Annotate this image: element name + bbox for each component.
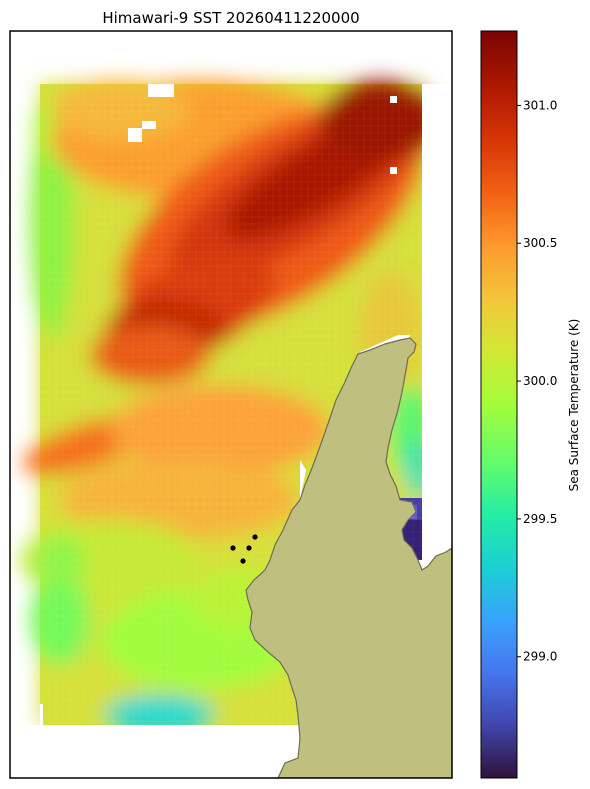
colorbar: 299.0 299.5 300.0 300.5 301.0 Sea Surface Te… (480, 30, 581, 779)
colorbar-tick-label: 300.0 (523, 374, 557, 388)
colorbar-tick-label: 300.5 (523, 236, 557, 250)
observation-point (240, 558, 246, 564)
colorbar-ticks: 299.0 299.5 300.0 300.5 301.0 (517, 98, 557, 664)
colorbar-gradient (481, 31, 517, 778)
map-frame (9, 30, 453, 779)
chart-title: Himawari-9 SST 20260411220000 (102, 9, 359, 27)
observation-point (246, 545, 252, 551)
observation-point (252, 534, 258, 540)
colorbar-tick-label: 301.0 (523, 98, 557, 112)
observation-points (230, 534, 258, 564)
colorbar-frame (480, 30, 518, 779)
colorbar-label: Sea Surface Temperature (K) (567, 319, 581, 492)
map-panel (10, 31, 452, 778)
observation-point (230, 545, 236, 551)
colorbar-tick-label: 299.5 (523, 512, 557, 526)
colorbar-tick-label: 299.0 (523, 650, 557, 664)
land-mass (245, 337, 452, 778)
